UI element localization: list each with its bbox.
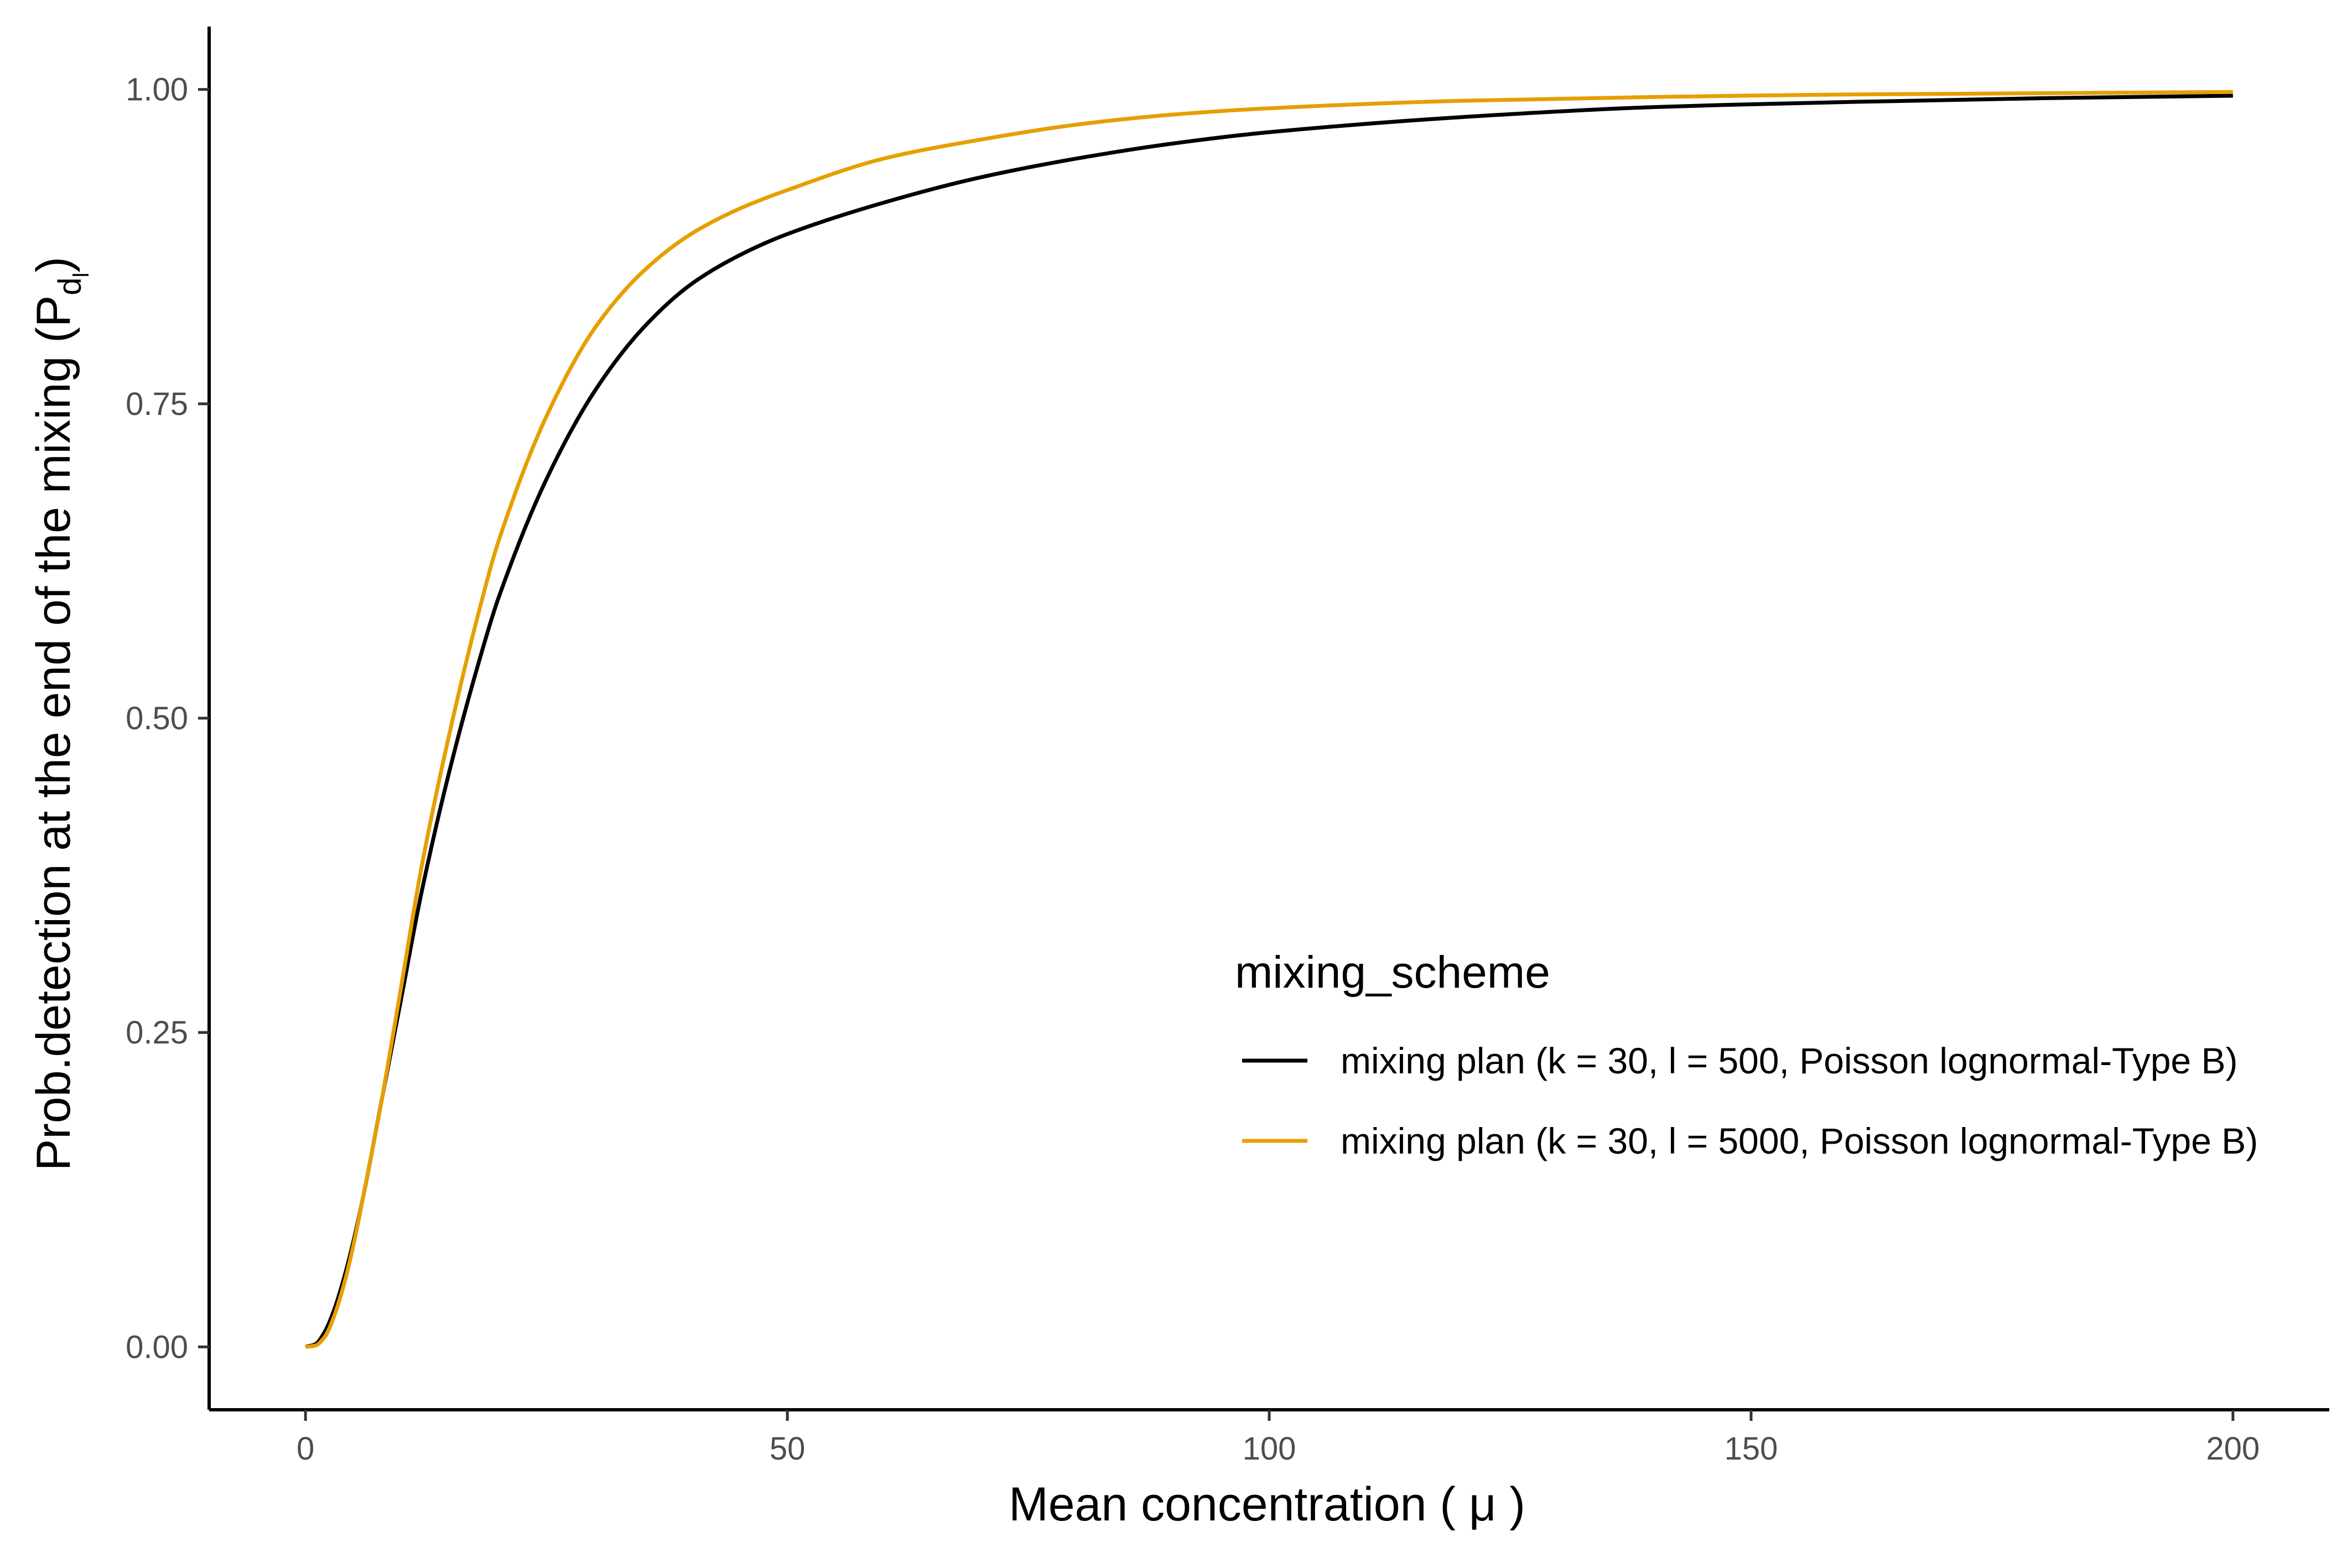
y-tick-label: 0.50 [126,700,188,736]
legend-label-1: mixing plan (k = 30, l = 500, Poisson lo… [1341,1040,2237,1081]
y-tick-label: 0.00 [126,1329,188,1365]
y-tick-label: 1.00 [126,72,188,108]
y-axis-title-sub: d [52,277,88,295]
y-ticks: 0.00 0.25 0.50 0.75 1.00 [126,72,209,1365]
x-tick-label: 200 [2206,1431,2260,1467]
y-tick-label: 0.75 [126,386,188,422]
y-tick-label: 0.25 [126,1015,188,1051]
legend-label-2: mixing plan (k = 30, l = 5000, Poisson l… [1341,1120,2258,1161]
y-axis-title-main: Prob.detection at the end of the mixing … [27,295,80,1171]
y-axis-title-close: ) [27,257,80,273]
x-tick-label: 0 [297,1431,314,1467]
x-axis-title: Mean concentration ( μ ) [1009,1478,1525,1531]
series-line-2 [305,90,2233,1349]
x-ticks: 0 50 100 150 200 [297,1410,2260,1467]
series-layer [305,90,2233,1349]
legend-title: mixing_scheme [1235,947,1550,998]
x-tick-label: 150 [1725,1431,1778,1467]
y-axis-title-subsub: l [69,273,94,278]
x-tick-label: 50 [770,1431,806,1467]
legend-items: mixing plan (k = 30, l = 500, Poisson lo… [1242,1040,2258,1161]
x-tick-label: 100 [1243,1431,1296,1467]
legend: mixing_scheme mixing plan (k = 30, l = 5… [1235,947,2258,1161]
y-axis-title: Prob.detection at the end of the mixing … [27,257,94,1171]
